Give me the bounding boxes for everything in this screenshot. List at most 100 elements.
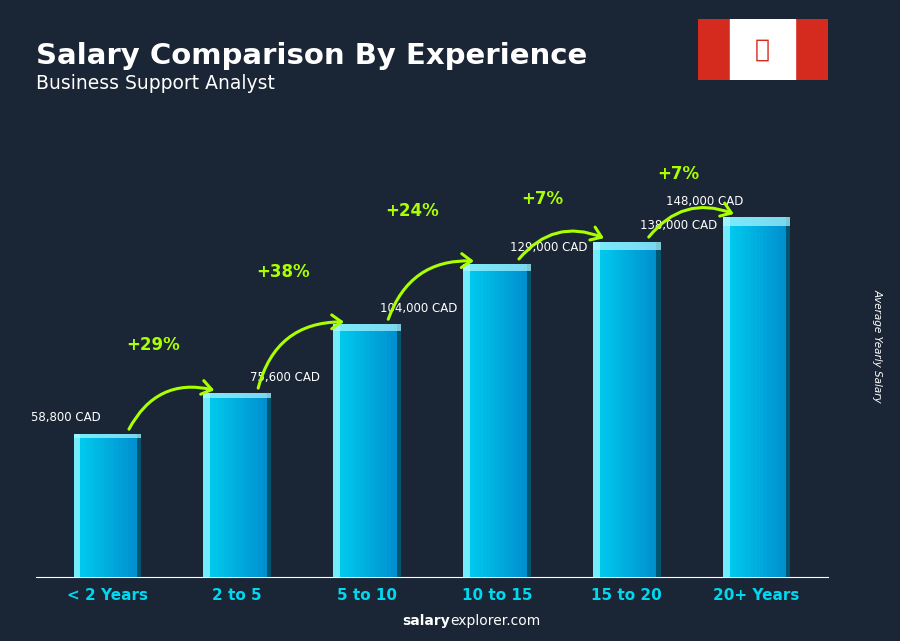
Text: +24%: +24%	[385, 202, 439, 220]
Bar	[128, 434, 131, 577]
Bar	[207, 394, 211, 577]
Bar	[350, 324, 354, 577]
Bar	[94, 434, 97, 577]
Bar	[138, 434, 141, 577]
Text: +29%: +29%	[126, 337, 180, 354]
Bar	[333, 324, 340, 577]
Bar	[80, 434, 84, 577]
Bar	[723, 217, 726, 577]
Bar	[357, 324, 361, 577]
Bar	[337, 324, 340, 577]
Bar	[740, 217, 743, 577]
Bar	[518, 263, 521, 577]
Bar	[234, 394, 238, 577]
Bar	[520, 263, 524, 577]
Bar	[743, 217, 747, 577]
Bar	[597, 242, 600, 577]
Bar	[364, 324, 367, 577]
Bar	[620, 242, 624, 577]
Text: +7%: +7%	[521, 190, 563, 208]
Bar	[340, 324, 344, 577]
Text: 58,800 CAD: 58,800 CAD	[32, 412, 101, 424]
Bar	[477, 263, 481, 577]
Bar	[137, 434, 141, 577]
Text: Average Yearly Salary: Average Yearly Salary	[872, 289, 883, 403]
Bar	[760, 217, 763, 577]
Bar	[220, 394, 224, 577]
Bar	[254, 394, 257, 577]
Bar	[87, 434, 91, 577]
Bar	[613, 242, 617, 577]
Bar	[240, 394, 244, 577]
Bar	[656, 242, 661, 577]
Bar	[483, 263, 487, 577]
Bar	[367, 324, 371, 577]
Bar	[500, 263, 504, 577]
Bar	[248, 394, 251, 577]
Bar	[244, 394, 248, 577]
Bar	[527, 263, 531, 577]
Bar	[773, 217, 777, 577]
Text: 148,000 CAD: 148,000 CAD	[666, 195, 743, 208]
FancyArrowPatch shape	[258, 315, 341, 388]
Bar	[227, 394, 230, 577]
Bar	[257, 394, 261, 577]
Bar	[267, 394, 271, 577]
Bar	[111, 434, 114, 577]
Bar	[333, 324, 400, 331]
Text: salary: salary	[402, 614, 450, 628]
Bar	[616, 242, 620, 577]
Bar	[464, 263, 470, 577]
Bar	[750, 217, 753, 577]
Bar	[746, 217, 750, 577]
Bar	[213, 394, 217, 577]
Bar	[344, 324, 347, 577]
Bar	[473, 263, 477, 577]
Bar	[84, 434, 87, 577]
Bar	[651, 242, 654, 577]
Text: Business Support Analyst: Business Support Analyst	[36, 74, 274, 93]
Bar	[77, 434, 80, 577]
FancyArrowPatch shape	[129, 381, 212, 429]
Bar	[398, 324, 401, 577]
Bar	[101, 434, 104, 577]
Bar	[730, 217, 734, 577]
Bar	[91, 434, 94, 577]
Bar	[514, 263, 518, 577]
Bar	[203, 394, 271, 398]
Bar	[391, 324, 394, 577]
Bar	[466, 263, 470, 577]
Bar	[726, 217, 730, 577]
Bar	[777, 217, 780, 577]
FancyArrowPatch shape	[519, 227, 601, 259]
Bar	[607, 242, 610, 577]
Bar	[637, 242, 641, 577]
Bar	[653, 242, 657, 577]
Text: 75,600 CAD: 75,600 CAD	[250, 370, 320, 383]
Bar	[634, 242, 637, 577]
Text: 129,000 CAD: 129,000 CAD	[510, 241, 588, 254]
Bar	[497, 263, 500, 577]
Bar	[733, 217, 736, 577]
Bar	[787, 217, 790, 577]
Bar	[784, 217, 788, 577]
Bar	[730, 19, 796, 80]
Bar	[118, 434, 121, 577]
Bar	[251, 394, 255, 577]
Bar	[377, 324, 381, 577]
Bar	[644, 242, 647, 577]
Bar	[593, 242, 661, 250]
Bar	[267, 394, 271, 577]
Bar	[510, 263, 514, 577]
Bar	[770, 217, 774, 577]
Bar	[384, 324, 388, 577]
Bar	[371, 324, 374, 577]
Bar	[261, 394, 265, 577]
Bar	[491, 263, 494, 577]
Bar	[796, 19, 828, 80]
Bar	[723, 217, 790, 226]
Bar	[333, 324, 337, 577]
Bar	[599, 242, 603, 577]
Bar	[487, 263, 491, 577]
Bar	[787, 217, 790, 577]
